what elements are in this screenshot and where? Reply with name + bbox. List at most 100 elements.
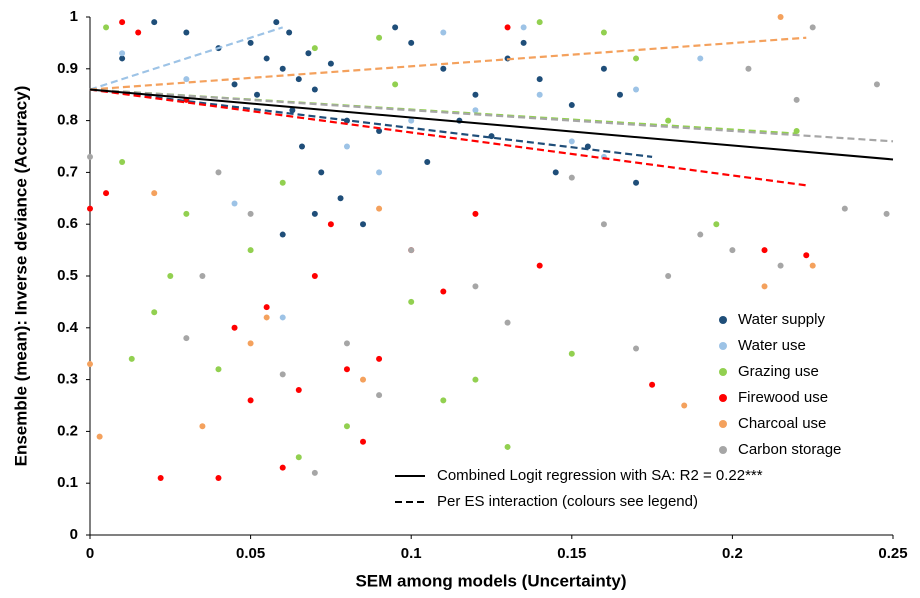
point [376,205,383,212]
point [263,55,270,62]
point [681,402,688,409]
trend-line [89,26,284,91]
point [199,423,206,430]
point [745,65,752,72]
point [616,91,623,98]
point [392,24,399,31]
y-tick-label: 0.1 [57,474,78,491]
point [841,205,848,212]
point [697,55,704,62]
point [279,179,286,186]
point [311,86,318,93]
point [472,376,479,383]
legend-label: Water use [738,337,806,354]
x-tick-label: 0.05 [236,545,265,562]
point [327,60,334,67]
point [295,76,302,83]
point [247,397,254,404]
point [311,45,318,52]
regression-line [89,88,894,161]
point [215,366,222,373]
point [247,247,254,254]
y-tick-label: 0 [70,526,78,543]
legend-label: Firewood use [738,389,828,406]
point [761,283,768,290]
point [119,159,126,166]
point [279,371,286,378]
y-tick-label: 0.7 [57,163,78,180]
legend-label: Combined Logit regression with SA: R2 = … [437,467,763,484]
point [343,340,350,347]
point [665,273,672,279]
point [883,210,890,217]
point [392,81,399,88]
point [803,252,810,259]
point [247,39,254,46]
trend-line [89,88,894,143]
point [761,247,768,254]
point [318,169,325,176]
point [633,55,640,62]
point [215,169,222,176]
point [286,29,293,36]
point [183,210,190,217]
legend-marker [719,368,727,376]
point [87,205,93,212]
point [231,324,238,331]
point [360,438,367,445]
legend-label: Grazing use [738,363,819,380]
point [119,50,126,57]
point [633,179,640,186]
x-tick-label: 0.1 [401,545,422,562]
point [231,81,238,88]
legend-marker [719,420,727,428]
point [215,475,222,482]
point [295,386,302,393]
point [472,283,479,290]
point [343,143,350,150]
point [298,143,305,150]
point [87,361,93,368]
point [600,29,607,36]
point [408,298,415,305]
x-tick-label: 0 [86,545,94,562]
point [343,423,350,430]
point [183,29,190,36]
point [568,102,575,109]
point [87,153,93,160]
point [119,55,126,62]
trend-line [89,36,807,91]
y-tick-label: 0.3 [57,371,78,388]
point [167,273,174,279]
legend-marker [719,342,727,350]
point [96,433,103,440]
point [289,107,296,114]
point [263,314,270,321]
point [183,335,190,342]
point [151,190,158,197]
point [151,19,158,26]
point [376,392,383,399]
point [777,262,784,269]
legend-marker [719,446,727,454]
point [231,200,238,207]
legend-label: Charcoal use [738,415,826,432]
legend-label: Carbon storage [738,441,841,458]
point [408,117,415,124]
point [568,138,575,145]
point [536,91,543,98]
point [697,231,704,238]
x-tick-label: 0.2 [722,545,743,562]
point [729,247,736,254]
point [157,475,164,482]
point [376,127,383,134]
legend-label: Water supply [738,311,825,328]
point [536,19,543,26]
point [472,210,479,217]
point [504,443,511,450]
point [343,366,350,373]
point [713,221,720,228]
point [793,96,800,103]
point [504,319,511,326]
point [520,39,527,46]
